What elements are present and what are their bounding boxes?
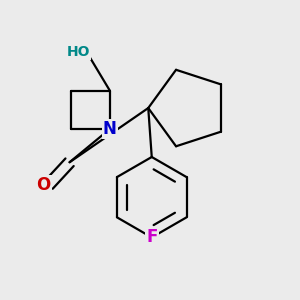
Text: N: N xyxy=(103,120,117,138)
Text: O: O xyxy=(36,176,50,194)
Text: HO: HO xyxy=(67,45,90,59)
Text: F: F xyxy=(146,228,158,246)
